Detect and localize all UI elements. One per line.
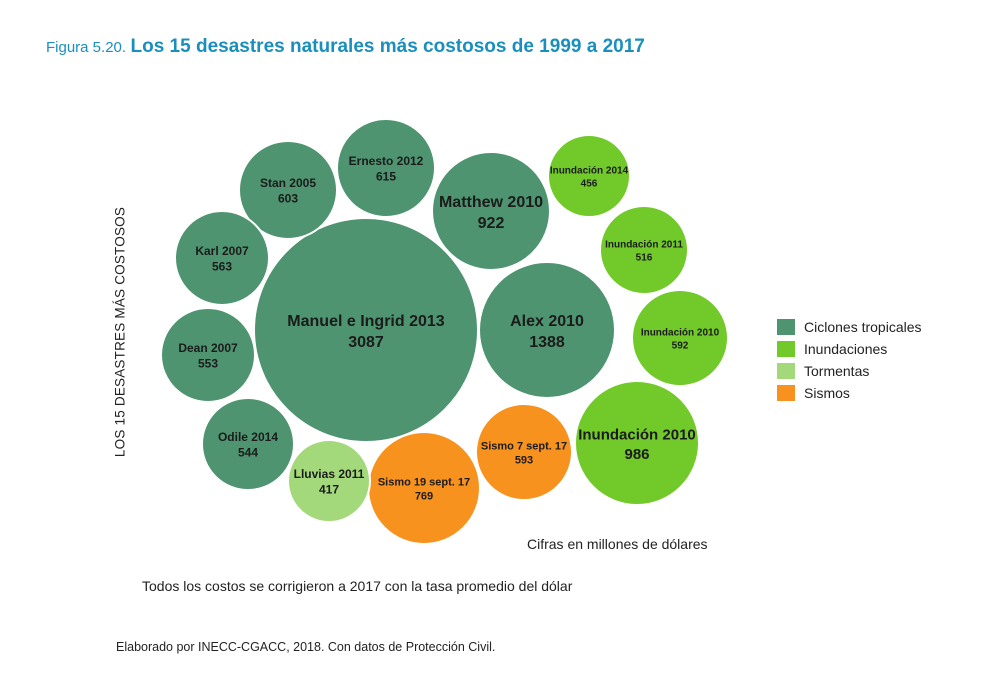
bubble-label: Manuel e Ingrid 2013	[287, 313, 444, 330]
bubble-circle	[174, 210, 270, 306]
bubble-circle	[599, 205, 689, 295]
bubble-circle	[201, 397, 295, 491]
bubble-circle	[547, 134, 631, 218]
bubble-circle	[238, 140, 338, 240]
bubble-karl-2007: Karl 2007 563	[174, 210, 270, 306]
bubble-inundacion-2014: Inundación 2014 456	[547, 134, 631, 218]
bubble-lluvias-2011: Lluvias 2011 417	[287, 439, 371, 523]
source-note: Elaborado por INECC-CGACC, 2018. Con dat…	[116, 640, 496, 654]
bubble-label: Karl 2007	[195, 244, 249, 258]
bubble-inundacion-2010: Inundación 2010 986	[574, 380, 700, 506]
bubble-value: 456	[581, 179, 598, 190]
bubble-value: 1388	[529, 334, 565, 351]
bubble-circle	[253, 217, 479, 443]
bubble-value: 544	[238, 446, 258, 460]
bubble-label: Inundación 2011	[605, 240, 683, 251]
bubble-circle	[478, 261, 616, 399]
figure-heading: Los 15 desastres naturales más costosos …	[130, 36, 645, 57]
bubble-value: 593	[515, 455, 533, 467]
bubble-circle	[475, 403, 573, 501]
bubble-label: Alex 2010	[510, 313, 584, 330]
bubble-value: 3087	[348, 334, 384, 351]
figure-title: Figura 5.20. Los 15 desastres naturales …	[46, 36, 645, 58]
bubble-circle	[431, 151, 551, 271]
bubble-value: 615	[376, 170, 396, 184]
bubble-inundacion-2010: Inundación 2010 592	[631, 289, 729, 387]
legend-label: Ciclones tropicales	[804, 319, 922, 335]
bubble-sismo-7-sept-17: Sismo 7 sept. 17 593	[475, 403, 573, 501]
bubble-value: 986	[624, 446, 649, 463]
legend-label: Tormentas	[804, 363, 870, 379]
bubble-label: Sismo 7 sept. 17	[481, 440, 567, 452]
footnote: Todos los costos se corrigieron a 2017 c…	[142, 578, 573, 594]
bubble-value: 553	[198, 357, 218, 371]
bubble-value: 769	[415, 491, 433, 503]
bubble-label: Odile 2014	[218, 430, 278, 444]
bubble-matthew-2010: Matthew 2010 922	[431, 151, 551, 271]
bubble-circle	[336, 118, 436, 218]
bubble-circle	[287, 439, 371, 523]
bubble-value: 417	[319, 483, 339, 497]
bubble-label: Sismo 19 sept. 17	[378, 476, 470, 488]
legend-label: Inundaciones	[804, 341, 888, 357]
legend-item-inundaciones: Inundaciones	[777, 338, 922, 360]
figure-number: Figura 5.20.	[46, 39, 127, 56]
units-note: Cifras en millones de dólares	[527, 536, 708, 552]
bubble-alex-2010: Alex 2010 1388	[478, 261, 616, 399]
bubble-value: 516	[636, 253, 653, 264]
bubble-label: Inundación 2010	[641, 328, 720, 339]
bubble-circle	[160, 307, 256, 403]
legend-swatch	[777, 341, 795, 357]
bubble-inundacion-2011: Inundación 2011 516	[599, 205, 689, 295]
bubble-circle	[631, 289, 729, 387]
bubble-dean-2007: Dean 2007 553	[160, 307, 256, 403]
bubble-label: Inundación 2014	[550, 166, 629, 177]
bubble-value: 592	[672, 341, 689, 352]
bubble-value: 563	[212, 260, 232, 274]
bubble-label: Dean 2007	[178, 341, 238, 355]
bubble-label: Ernesto 2012	[349, 154, 424, 168]
bubble-manuel-e-ingrid-2013: Manuel e Ingrid 2013 3087	[253, 217, 479, 443]
bubble-odile-2014: Odile 2014 544	[201, 397, 295, 491]
bubble-circle	[574, 380, 700, 506]
legend-item-ciclones: Ciclones tropicales	[777, 316, 922, 338]
bubble-stan-2005: Stan 2005 603	[238, 140, 338, 240]
legend-item-tormentas: Tormentas	[777, 360, 922, 382]
bubble-label: Stan 2005	[260, 176, 316, 190]
bubble-label: Inundación 2010	[578, 426, 696, 443]
bubble-value: 603	[278, 192, 298, 206]
bubble-label: Lluvias 2011	[294, 467, 365, 481]
legend-swatch	[777, 363, 795, 379]
legend-item-sismos: Sismos	[777, 382, 922, 404]
bubble-label: Matthew 2010	[439, 194, 543, 211]
bubble-ernesto-2012: Ernesto 2012 615	[336, 118, 436, 218]
bubble-value: 922	[478, 215, 505, 232]
legend-label: Sismos	[804, 385, 850, 401]
legend-swatch	[777, 385, 795, 401]
bubble-sismo-19-sept-17: Sismo 19 sept. 17 769	[367, 431, 481, 545]
legend: Ciclones tropicales Inundaciones Torment…	[777, 316, 922, 404]
legend-swatch	[777, 319, 795, 335]
